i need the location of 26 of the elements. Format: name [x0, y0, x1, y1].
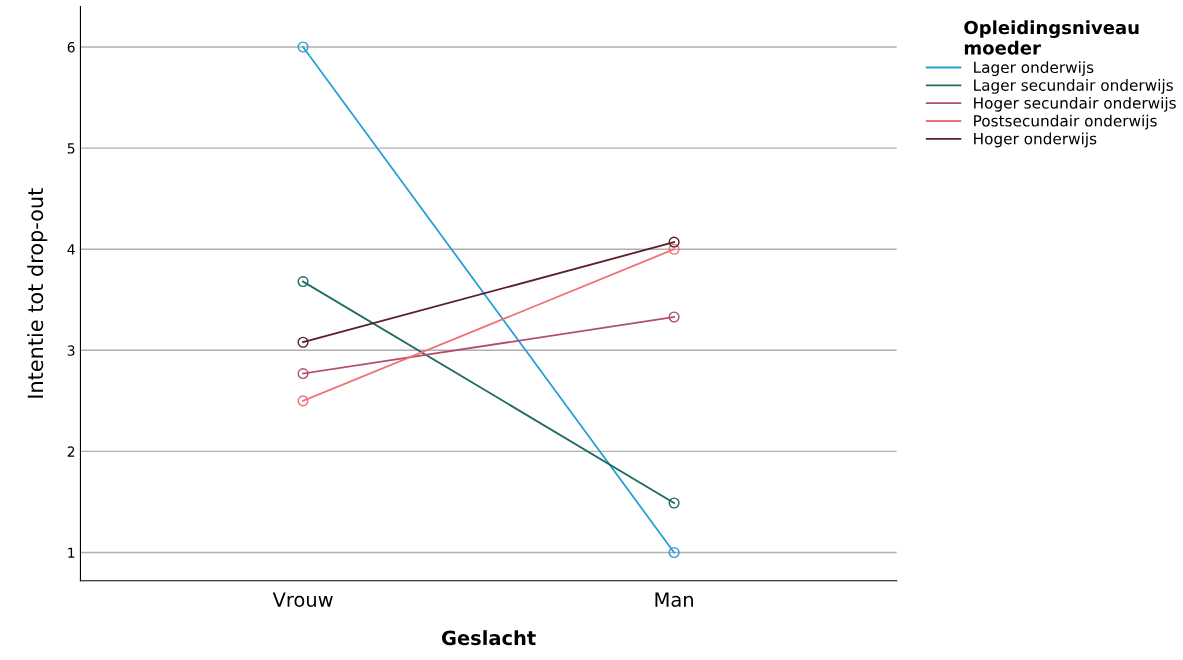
point	[668, 546, 680, 559]
legend-label: Lager secundair onderwijs	[974, 79, 1173, 94]
x-axis-title: Geslacht	[441, 630, 536, 646]
y-tick-label: 1	[68, 547, 75, 558]
y-tick-label: 2	[67, 446, 75, 457]
point	[668, 497, 680, 509]
y-axis-title: Intentie tot drop-out	[27, 188, 48, 398]
x-tick-label: Man	[655, 592, 693, 607]
x-tick-label: Vrouw	[272, 592, 333, 607]
legend-label: Postsecundair onderwijs	[974, 114, 1157, 130]
y-tick-label: 6	[67, 42, 75, 53]
point	[297, 395, 309, 407]
y-tick-label: 4	[67, 244, 75, 255]
point	[668, 243, 680, 255]
legend-title: Opleidingsniveau moeder	[964, 20, 1139, 55]
y-tick-label: 5	[67, 143, 75, 154]
point	[668, 311, 680, 323]
point	[668, 236, 680, 248]
point	[297, 41, 309, 53]
point	[297, 336, 309, 348]
y-tick-label: 3	[67, 345, 75, 356]
point	[297, 276, 309, 288]
point	[297, 368, 309, 380]
legend-label: Lager onderwijs	[974, 61, 1094, 77]
legend-label: Hoger secundair onderwijs	[974, 96, 1176, 112]
legend-label: Hoger onderwijs	[974, 132, 1097, 148]
